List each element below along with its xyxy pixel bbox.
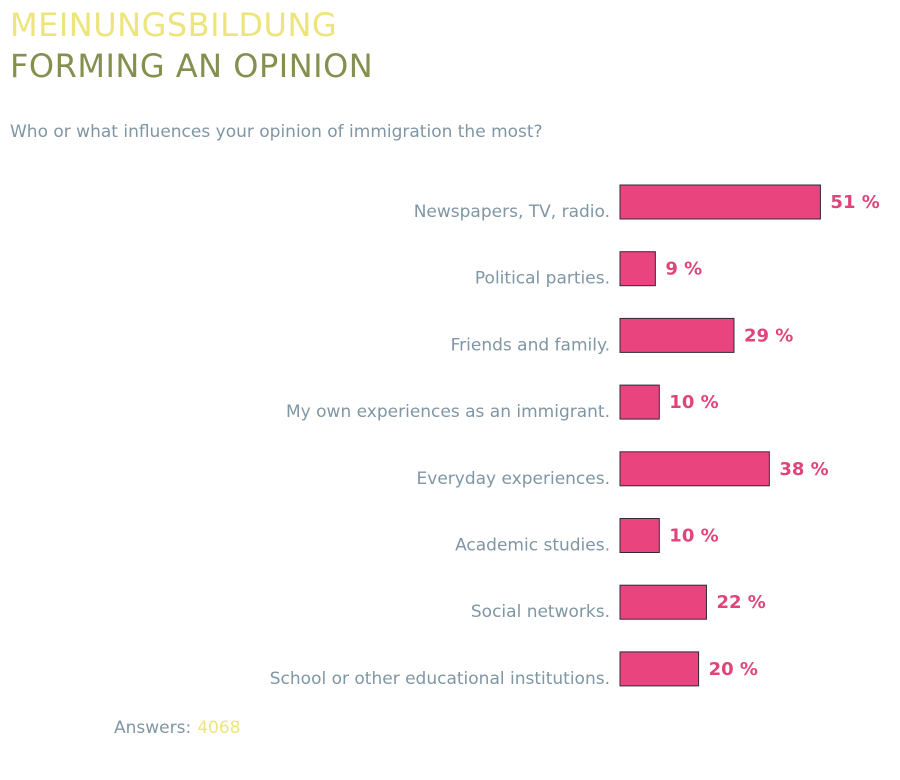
category-label-6: Academic studies. bbox=[455, 536, 610, 556]
category-label-8: School or other educational institutions… bbox=[270, 669, 610, 689]
bar-1 bbox=[619, 184, 821, 220]
answers-label: Answers: bbox=[114, 718, 192, 738]
value-label-6: 10 % bbox=[669, 526, 718, 547]
bar-5 bbox=[619, 451, 770, 487]
value-label-7: 22 % bbox=[716, 592, 765, 613]
value-label-1: 51 % bbox=[830, 192, 879, 213]
chart-question: Who or what influences your opinion of i… bbox=[10, 122, 543, 142]
bar-2 bbox=[619, 251, 656, 287]
category-label-4: My own experiences as an immigrant. bbox=[286, 402, 610, 422]
category-label-2: Political parties. bbox=[475, 269, 610, 289]
category-label-3: Friends and family. bbox=[451, 335, 610, 355]
value-label-8: 20 % bbox=[709, 659, 758, 680]
value-label-3: 29 % bbox=[744, 325, 793, 346]
category-label-7: Social networks. bbox=[471, 602, 610, 622]
title-german: MEINUNGSBILDUNG bbox=[10, 6, 338, 44]
value-label-5: 38 % bbox=[779, 459, 828, 480]
category-label-5: Everyday experiences. bbox=[417, 469, 610, 489]
value-label-2: 9 % bbox=[665, 259, 702, 280]
bar-6 bbox=[619, 518, 660, 553]
value-label-4: 10 % bbox=[669, 392, 718, 413]
bar-4 bbox=[619, 384, 660, 420]
bar-7 bbox=[619, 584, 707, 620]
answers-count: 4068 bbox=[197, 718, 241, 738]
title-english: FORMING AN OPINION bbox=[10, 47, 374, 85]
bar-8 bbox=[619, 651, 700, 687]
answers-summary: Answers: 4068 bbox=[114, 718, 240, 738]
category-label-1: Newspapers, TV, radio. bbox=[414, 202, 610, 222]
bar-3 bbox=[619, 317, 735, 353]
